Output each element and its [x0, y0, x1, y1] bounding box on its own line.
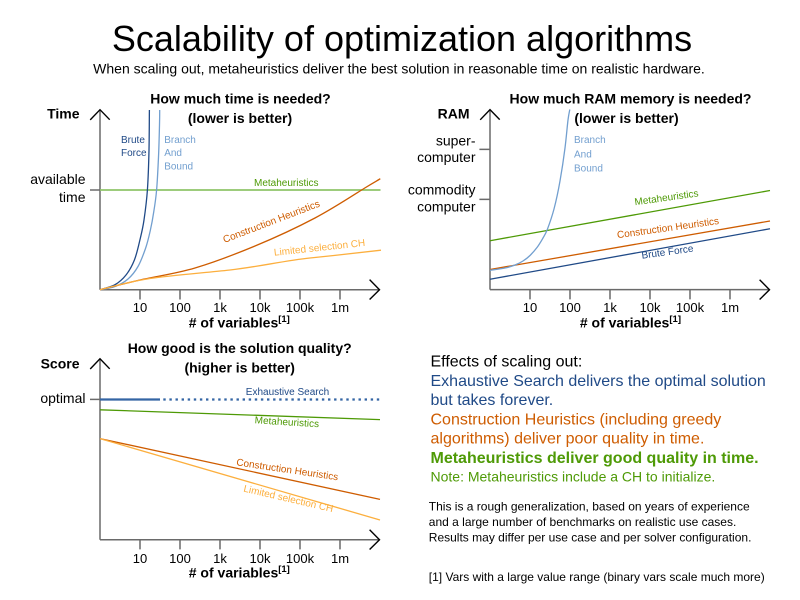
svg-text:Force: Force [121, 148, 147, 159]
svg-text:Brute: Brute [121, 135, 145, 146]
svg-text:Effects of scaling out:: Effects of scaling out: [431, 354, 583, 371]
svg-text:10k: 10k [250, 551, 271, 566]
svg-text:commodity: commodity [408, 181, 476, 197]
svg-text:(lower is better): (lower is better) [188, 110, 292, 126]
svg-text:And: And [574, 149, 592, 160]
svg-text:1m: 1m [721, 300, 739, 315]
svg-text:Metaheuristics: Metaheuristics [254, 415, 319, 430]
svg-text:This is a rough generalization: This is a rough generalization, based on… [429, 500, 750, 514]
svg-text:100: 100 [169, 300, 191, 315]
svg-text:How good is the solution quali: How good is the solution quality? [128, 340, 352, 356]
svg-text:algorithms) deliver poor quali: algorithms) deliver poor quality in time… [431, 431, 705, 448]
svg-text:Time: Time [47, 106, 80, 122]
svg-text:Construction Heuristics (inclu: Construction Heuristics (including greed… [431, 411, 722, 428]
svg-text:And: And [164, 148, 182, 159]
svg-text:10k: 10k [640, 300, 661, 315]
svg-text:100k: 100k [286, 551, 315, 566]
svg-text:and a large number of benchmar: and a large number of benchmarks on real… [429, 515, 737, 529]
svg-text:Scalability of optimization al: Scalability of optimization algorithms [112, 18, 692, 59]
svg-text:[1] Vars with a large value ra: [1] Vars with a large value range (binar… [429, 570, 765, 584]
svg-text:(lower is better): (lower is better) [574, 110, 678, 126]
svg-text:super-: super- [436, 132, 476, 148]
svg-text:100: 100 [169, 551, 191, 566]
svg-text:Bound: Bound [574, 164, 603, 175]
svg-text:but takes forever.: but takes forever. [431, 392, 554, 409]
svg-text:Bound: Bound [164, 161, 193, 172]
svg-text:Results may differ per use cas: Results may differ per use case and per … [429, 531, 752, 545]
svg-text:(higher is better): (higher is better) [184, 360, 294, 376]
svg-text:Metaheuristics: Metaheuristics [254, 178, 318, 189]
svg-text:How much RAM memory is needed?: How much RAM memory is needed? [510, 91, 752, 107]
svg-text:10k: 10k [250, 300, 271, 315]
svg-text:computer: computer [417, 149, 476, 165]
svg-text:When scaling out, metaheuristi: When scaling out, metaheuristics deliver… [93, 61, 705, 77]
svg-text:10: 10 [133, 551, 147, 566]
svg-text:[1]: [1] [278, 564, 290, 575]
svg-text:1k: 1k [213, 551, 227, 566]
svg-text:1k: 1k [603, 300, 617, 315]
svg-text:available: available [30, 171, 85, 187]
svg-text:# of variables: # of variables [189, 315, 279, 331]
svg-text:time: time [59, 189, 86, 205]
svg-text:RAM: RAM [438, 106, 470, 122]
svg-text:100k: 100k [286, 300, 315, 315]
svg-text:computer: computer [417, 198, 476, 214]
svg-text:100: 100 [559, 300, 581, 315]
svg-text:How much time is needed?: How much time is needed? [150, 91, 330, 107]
svg-text:Metaheuristics deliver good qu: Metaheuristics deliver good quality in t… [431, 450, 759, 467]
svg-text:# of variables: # of variables [189, 564, 279, 580]
svg-text:Branch: Branch [574, 135, 606, 146]
svg-text:1k: 1k [213, 300, 227, 315]
svg-text:Note: Metaheuristics include a: Note: Metaheuristics include a CH to ini… [431, 469, 716, 485]
svg-text:1m: 1m [331, 551, 349, 566]
svg-text:Exhaustive Search: Exhaustive Search [246, 387, 329, 398]
svg-text:Score: Score [41, 356, 80, 372]
svg-text:Exhaustive Search delivers the: Exhaustive Search delivers the optimal s… [431, 373, 766, 390]
svg-text:[1]: [1] [669, 314, 681, 325]
svg-text:10: 10 [523, 300, 537, 315]
svg-text:Branch: Branch [164, 135, 196, 146]
svg-text:10: 10 [133, 300, 147, 315]
svg-text:100k: 100k [676, 300, 705, 315]
svg-text:optimal: optimal [40, 390, 85, 406]
svg-text:[1]: [1] [278, 314, 290, 325]
svg-text:1m: 1m [331, 300, 349, 315]
svg-text:# of variables: # of variables [580, 315, 670, 331]
